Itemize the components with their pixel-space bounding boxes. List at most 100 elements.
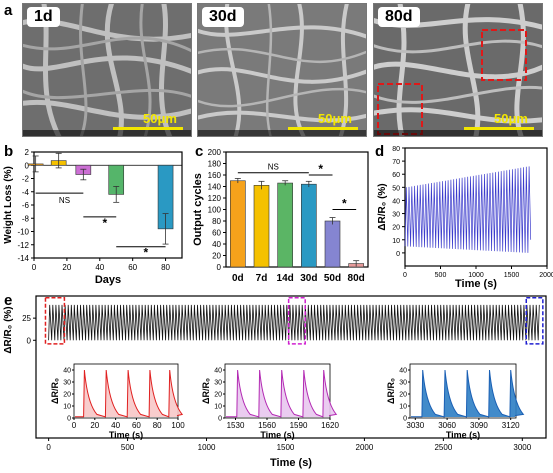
inset-x-tick-label: 60 — [132, 421, 141, 430]
inset-y-tick-label: 40 — [399, 368, 407, 375]
scale-text: 50μm — [494, 111, 528, 126]
bar — [230, 180, 246, 268]
series-line — [48, 304, 540, 341]
y-axis-label: ΔR/R₀ (%) — [377, 183, 388, 230]
scale-bar — [113, 127, 183, 130]
x-tick-label: 0 — [46, 443, 51, 452]
y-tick-label: 200 — [208, 148, 222, 157]
sig-label: * — [318, 162, 323, 176]
y-tick-label: -12 — [17, 241, 29, 250]
fiber-texture — [23, 4, 191, 136]
y-tick-label: 100 — [208, 206, 222, 215]
sem-image-1d: 1d 50μm — [22, 3, 192, 137]
y-tick-label: 140 — [208, 183, 222, 192]
inset-y-tick-label: 30 — [63, 380, 71, 387]
x-axis-label: Time (s) — [455, 278, 497, 290]
inset-y-tick-label: 10 — [214, 404, 222, 411]
x-tick-label: 80d — [348, 273, 365, 284]
x-tick-label: 1500 — [277, 443, 295, 452]
resistance-time-chart: 0 10 20 30 40 50 60 70 80 0 500 1000 1500 2000 Time (s… — [377, 146, 553, 290]
x-tick-label: 2000 — [356, 443, 374, 452]
y-tick-label: 25 — [22, 314, 31, 323]
scale-bar — [464, 127, 534, 130]
x-tick-label: 20 — [62, 263, 71, 272]
y-tick-label: -10 — [17, 228, 29, 237]
inset-y-tick-label: 30 — [399, 380, 407, 387]
inset-y-tick-label: 10 — [63, 404, 71, 411]
scale-text: 50μm — [143, 111, 177, 126]
x-tick-label: 60 — [128, 263, 137, 272]
x-tick-label: 7d — [256, 273, 268, 284]
y-tick-label: 40 — [212, 240, 221, 249]
inset-area — [226, 370, 337, 417]
inset-x-tick-label: 3030 — [406, 421, 424, 430]
x-tick-label: 500 — [121, 443, 135, 452]
inset-y-tick-label: 30 — [214, 380, 222, 387]
inset-y-tick-label: 0 — [403, 416, 407, 423]
inset-y-label: ΔR/R₀ — [386, 378, 396, 404]
y-axis-label: Output cycles — [192, 173, 204, 246]
inset-x-tick-label: 100 — [171, 421, 185, 430]
output-cycles-chart: 0 20 40 60 80 100 120 140 160 180 200 0d 7d 14d 30d 50d… — [192, 148, 369, 284]
x-tick-label: 2000 — [539, 272, 553, 279]
x-tick-label: 1500 — [504, 272, 520, 279]
y-tick-label: 0 — [25, 161, 30, 170]
sig-label: NS — [268, 163, 279, 172]
y-tick-label: 120 — [208, 194, 222, 203]
y-tick-label: -6 — [22, 201, 30, 210]
highlight-box — [481, 29, 527, 81]
sem-day-label: 1d — [27, 7, 60, 27]
y-axis-label: ΔR/R₀ (%) — [3, 306, 14, 353]
sem-image-30d: 30d 50μm — [197, 3, 367, 137]
sem-info-bar — [23, 130, 191, 136]
x-tick-label: 1000 — [468, 272, 484, 279]
x-tick-label: 50d — [324, 273, 341, 284]
y-tick-label: 60 — [212, 229, 221, 238]
y-tick-label: 160 — [208, 171, 222, 180]
x-tick-label: 500 — [435, 272, 447, 279]
y-tick-label: -2 — [22, 175, 30, 184]
inset-x-tick-label: 80 — [153, 421, 162, 430]
panel-letter-a: a — [4, 2, 13, 19]
highlight-box — [287, 297, 306, 345]
inset-x-label: Time (s) — [446, 430, 480, 440]
y-tick-label: 2 — [25, 148, 30, 157]
x-tick-label: 0d — [232, 273, 244, 284]
inset-y-tick-label: 20 — [63, 392, 71, 399]
inset-x-tick-label: 20 — [90, 421, 99, 430]
highlight-box — [44, 297, 66, 345]
bar — [253, 185, 270, 268]
panel-letter-d: d — [375, 143, 385, 160]
y-tick-label: 30 — [392, 212, 400, 219]
scale-text: 50μm — [318, 111, 352, 126]
x-tick-label: 30d — [300, 273, 317, 284]
inset-x-tick-label: 40 — [111, 421, 120, 430]
inset-y-tick-label: 20 — [399, 392, 407, 399]
inset-y-tick-label: 0 — [67, 416, 71, 423]
x-tick-label: 0 — [32, 263, 37, 272]
sig-label: * — [342, 197, 347, 211]
inset-y-tick-label: 20 — [214, 392, 222, 399]
bar — [324, 220, 341, 268]
x-tick-label: 3000 — [513, 443, 531, 452]
y-tick-label: -8 — [22, 214, 30, 223]
inset-x-tick-label: 1530 — [227, 421, 245, 430]
y-tick-label: 20 — [392, 225, 400, 232]
y-tick-label: 80 — [212, 217, 221, 226]
x-axis-label: Time (s) — [270, 457, 312, 469]
sem-day-label: 80d — [378, 7, 420, 27]
x-axis-label: Days — [95, 274, 121, 286]
sem-day-label: 30d — [202, 7, 244, 27]
y-tick-label: 180 — [208, 160, 222, 169]
weight-loss-chart: 20-2-4-6-8-10-12-140 20 40 60 80NS**DaysWeig… — [3, 148, 183, 286]
y-tick-label: 60 — [392, 172, 400, 179]
y-tick-label: 0 — [396, 251, 400, 258]
sem-image-80d: 80d 50μm — [373, 3, 543, 137]
x-tick-label: 1000 — [198, 443, 216, 452]
panel-letter-c: c — [195, 143, 204, 160]
y-tick-label: 80 — [392, 146, 400, 153]
inset-area — [75, 370, 183, 417]
inset-x-tick-label: 1590 — [290, 421, 308, 430]
y-axis-label: Weight Loss (%) — [3, 166, 14, 244]
